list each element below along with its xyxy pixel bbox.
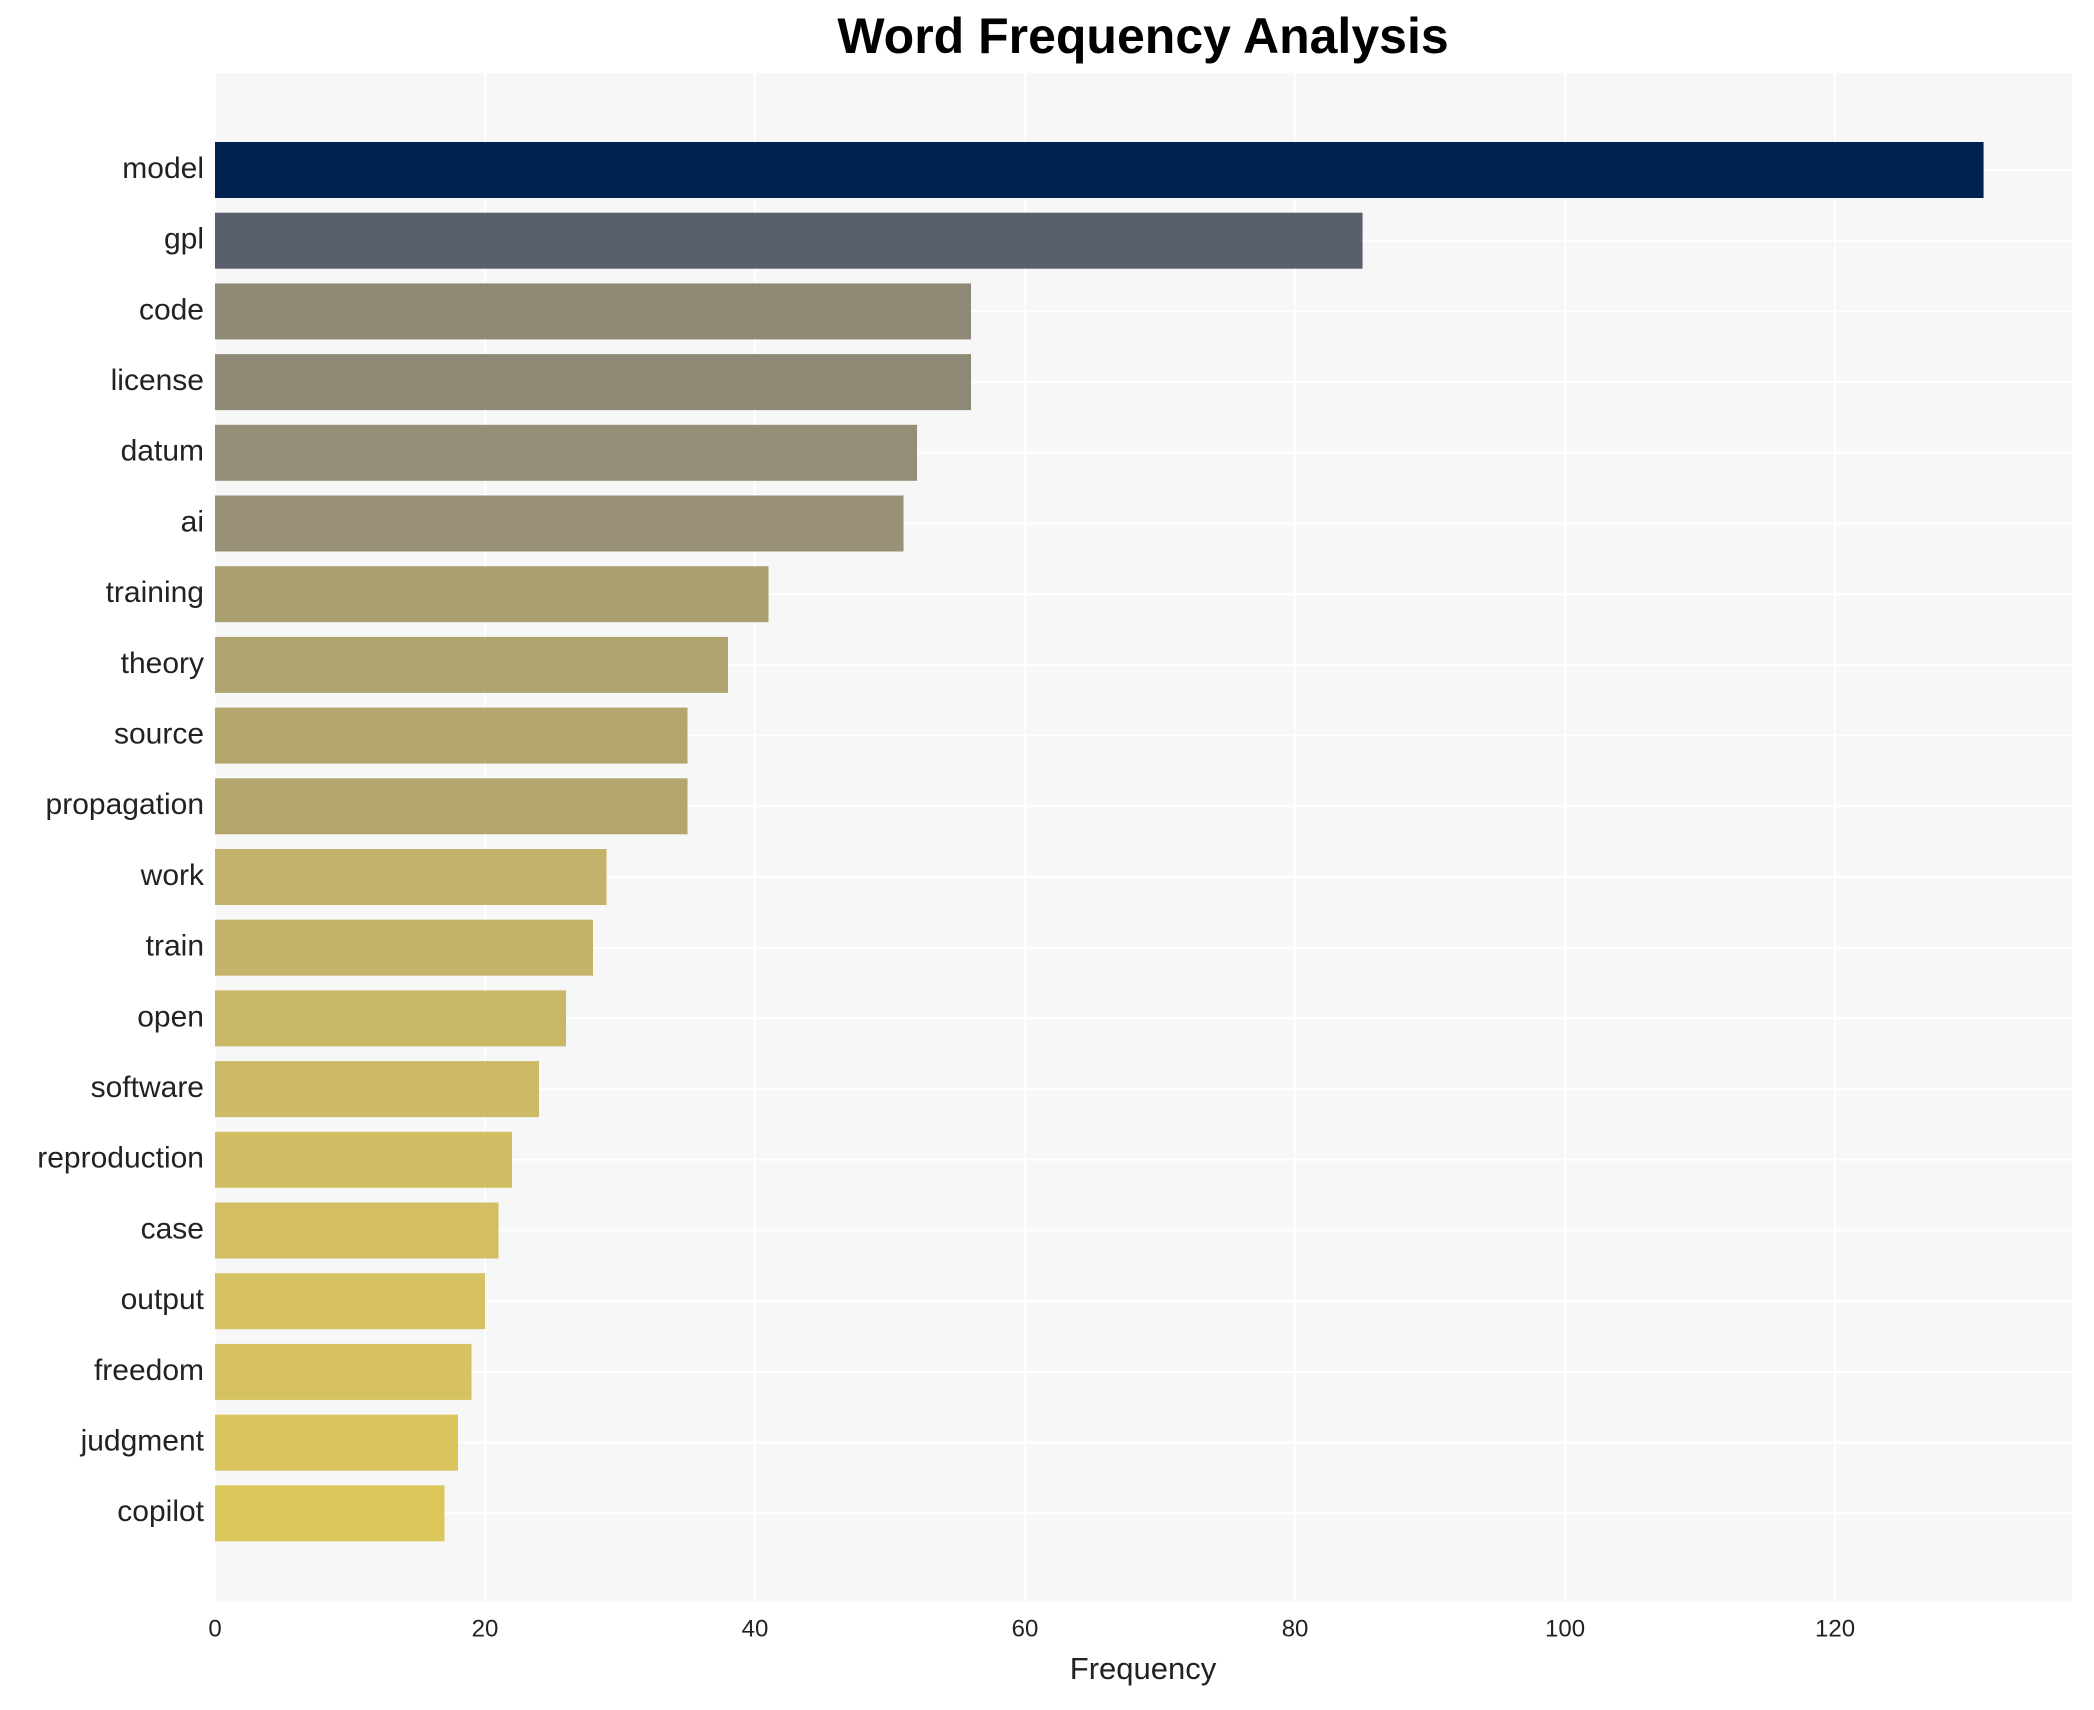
bar xyxy=(215,990,567,1047)
y-tick-label: gpl xyxy=(164,223,204,256)
bar xyxy=(215,1061,540,1118)
y-tick-label: judgment xyxy=(80,1425,205,1458)
bar xyxy=(215,778,688,835)
y-tick-label: datum xyxy=(121,435,204,468)
x-tick-label: 100 xyxy=(1545,1615,1585,1642)
y-tick-label: train xyxy=(146,930,204,963)
y-tick-label: code xyxy=(139,293,204,326)
y-tick-label: output xyxy=(121,1283,205,1316)
x-tick-label: 60 xyxy=(1012,1615,1039,1642)
bar xyxy=(215,212,1363,269)
x-tick-label: 80 xyxy=(1282,1615,1309,1642)
bar xyxy=(215,424,918,481)
x-tick-label: 40 xyxy=(742,1615,769,1642)
bar xyxy=(215,495,904,552)
y-tick-label: reproduction xyxy=(37,1142,204,1175)
bar xyxy=(215,1202,499,1259)
bar xyxy=(215,1273,486,1330)
bar xyxy=(215,1343,472,1400)
y-tick-label: open xyxy=(137,1000,204,1033)
y-tick-label: license xyxy=(111,364,204,397)
bar xyxy=(215,919,594,976)
x-axis-label: Frequency xyxy=(1070,1651,1217,1686)
y-tick-label: work xyxy=(140,859,205,892)
y-tick-label: copilot xyxy=(117,1495,204,1528)
chart-title: Word Frequency Analysis xyxy=(837,8,1448,64)
bar xyxy=(215,636,729,693)
bar xyxy=(215,354,972,411)
bar xyxy=(215,1485,445,1542)
bar xyxy=(215,1131,513,1188)
bar xyxy=(215,283,972,340)
y-tick-label: training xyxy=(106,576,204,609)
y-tick-label: freedom xyxy=(94,1354,204,1387)
y-tick-label: propagation xyxy=(46,788,204,821)
y-tick-label: model xyxy=(122,152,204,185)
y-tick-label: case xyxy=(141,1212,204,1245)
x-tick-label: 20 xyxy=(472,1615,499,1642)
y-tick-label: source xyxy=(114,718,204,751)
y-tick-label: ai xyxy=(181,505,204,538)
x-tick-label: 120 xyxy=(1815,1615,1855,1642)
y-tick-label: theory xyxy=(121,647,204,680)
bar xyxy=(215,849,607,905)
x-tick-label: 0 xyxy=(208,1615,221,1642)
bar xyxy=(215,142,1984,198)
bar xyxy=(215,1414,459,1471)
bar xyxy=(215,566,769,623)
bar xyxy=(215,707,688,764)
y-tick-label: software xyxy=(91,1071,204,1104)
